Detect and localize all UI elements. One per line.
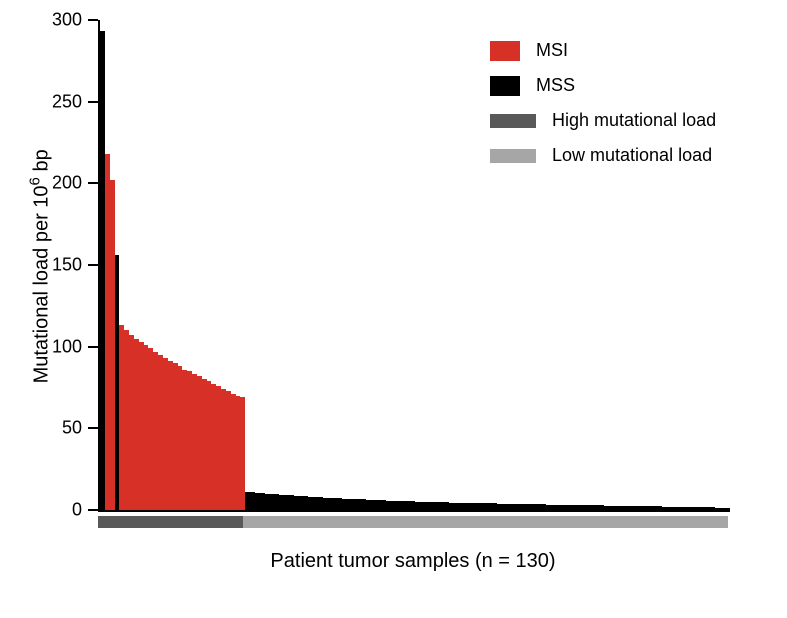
mutational-load-strip — [98, 516, 728, 528]
mutational-load-chart: 050100150200250300 Mutational load per 1… — [0, 0, 787, 618]
y-tick-label: 0 — [0, 500, 82, 521]
y-tick-mark — [88, 264, 98, 266]
y-axis-label: Mutational load per 106 bp — [27, 116, 54, 416]
legend-swatch — [490, 41, 520, 61]
legend-label: High mutational load — [552, 110, 716, 131]
legend-item: MSI — [490, 40, 716, 61]
legend-label: MSS — [536, 75, 575, 96]
legend-label: MSI — [536, 40, 568, 61]
y-tick-mark — [88, 509, 98, 511]
x-axis-label: Patient tumor samples (n = 130) — [98, 550, 728, 573]
load-strip-low — [243, 516, 728, 528]
legend-item: Low mutational load — [490, 145, 716, 166]
y-tick-mark — [88, 101, 98, 103]
y-tick-label: 300 — [0, 10, 82, 31]
y-tick-mark — [88, 19, 98, 21]
y-tick-label: 50 — [0, 418, 82, 439]
legend-item: High mutational load — [490, 110, 716, 131]
load-strip-high — [98, 516, 243, 528]
legend-item: MSS — [490, 75, 716, 96]
legend-swatch — [490, 114, 536, 128]
y-tick-mark — [88, 346, 98, 348]
legend-swatch — [490, 149, 536, 163]
legend-label: Low mutational load — [552, 145, 712, 166]
y-tick-mark — [88, 182, 98, 184]
legend: MSI MSS High mutational load Low mutational… — [490, 40, 716, 180]
y-tick-label: 250 — [0, 91, 82, 112]
legend-swatch — [490, 76, 520, 96]
bar — [725, 508, 730, 510]
y-tick-mark — [88, 427, 98, 429]
